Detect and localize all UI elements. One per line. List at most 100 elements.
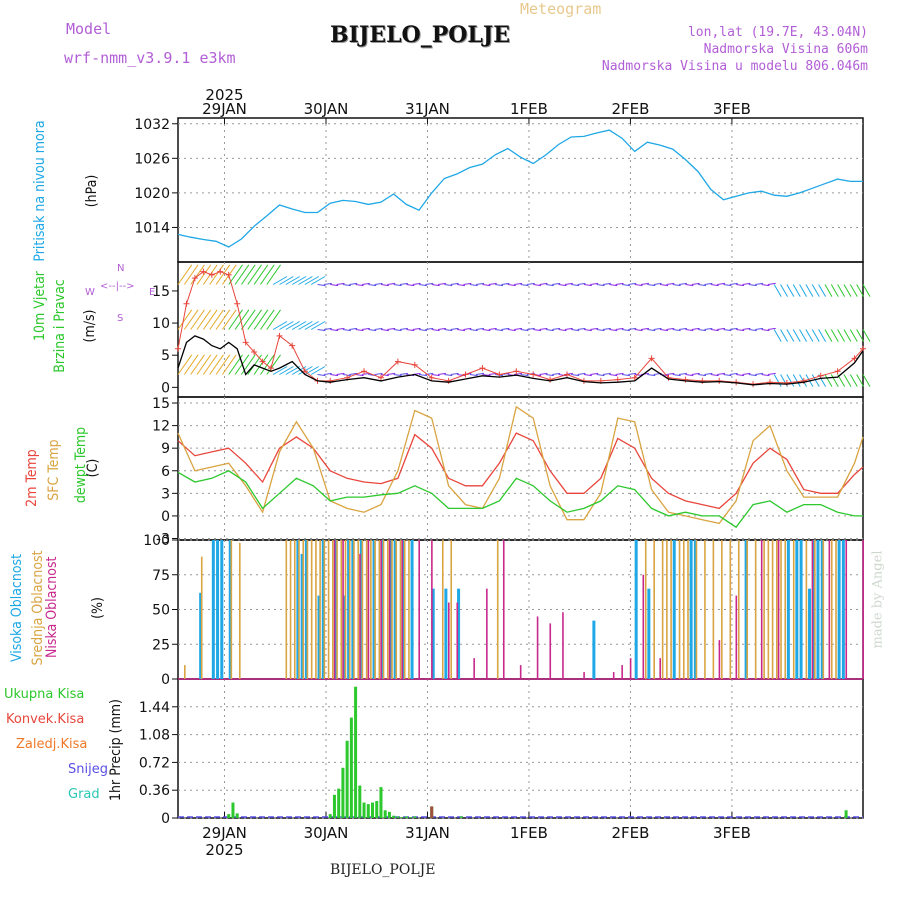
wind-arrow	[717, 327, 726, 330]
wind-arrow	[710, 374, 719, 377]
cloud-bar	[816, 540, 820, 679]
wind-arrow	[666, 372, 675, 375]
wind-arrow	[285, 366, 300, 375]
wind-arrow	[520, 329, 529, 332]
wind-arrow	[704, 372, 713, 375]
wind-arrow	[736, 284, 745, 287]
cloud-bar	[302, 540, 305, 679]
wind-arrow	[577, 327, 586, 330]
cloud-bar	[380, 540, 384, 679]
temperature-ytick-label: 15	[152, 396, 170, 412]
cloud-ytick-label: 50	[152, 603, 170, 619]
cloud-bar	[340, 540, 343, 679]
wind-arrow	[298, 321, 313, 330]
wind-arrow	[387, 282, 396, 285]
precip-bar	[345, 740, 349, 818]
wind-gust-marker	[411, 361, 418, 368]
cloud-bar	[348, 540, 351, 679]
cloud-bar	[296, 540, 300, 679]
wind-arrow	[755, 282, 764, 285]
legend-frozen-rain: Zaledj.Kisa	[16, 737, 88, 752]
wind-arrow	[653, 327, 662, 330]
wind-arrow	[190, 309, 205, 330]
precip-bar	[396, 816, 400, 818]
meteogram-label: Meteogram	[520, 0, 602, 18]
wind-gust-marker	[851, 355, 858, 362]
wind-gust-marker	[217, 268, 224, 275]
precip-bar	[400, 817, 404, 818]
precip-bar	[362, 802, 366, 818]
wind-arrow	[514, 282, 523, 285]
wind-arrow	[444, 374, 453, 377]
cloud-bar	[334, 540, 338, 679]
wind-arrow	[285, 321, 300, 330]
wind-arrow	[710, 329, 719, 332]
wind-arrow	[355, 374, 364, 377]
wind-arrow	[811, 374, 820, 387]
cloud-bar	[837, 540, 841, 679]
wind-ytick-label: 10	[152, 316, 170, 332]
wind-arrow	[215, 354, 231, 375]
cloud-bar	[361, 540, 364, 679]
wind-arrow	[755, 372, 764, 375]
cloud-bar	[401, 540, 404, 679]
wind-arrow	[272, 321, 288, 330]
cloud-bar	[754, 540, 757, 679]
cloud-bar	[216, 540, 220, 679]
cloud-bar	[767, 540, 770, 679]
wind-arrow	[830, 329, 839, 342]
cloud-bar	[211, 540, 215, 679]
cloud-bar	[431, 540, 433, 679]
wind-arrow	[488, 282, 497, 285]
bottom-day-label: 29JAN	[202, 824, 247, 842]
wind-gust-marker	[834, 368, 841, 375]
wind-arrow	[241, 354, 256, 375]
wind-arrow	[583, 374, 592, 377]
cloud-bar	[403, 540, 406, 679]
wind-arrow	[792, 374, 801, 387]
model-elevation-info: Nadmorska Visina u modelu 806.046m	[601, 59, 868, 74]
cloud-bar	[332, 540, 334, 679]
wind-arrow	[666, 282, 675, 285]
precip-bar	[349, 717, 353, 818]
precip-bar	[227, 814, 231, 818]
cloud-bar	[792, 540, 795, 679]
cloud-bar	[735, 595, 738, 679]
precip-bar	[235, 813, 239, 818]
wind-gust-marker	[251, 349, 258, 355]
wind-arrow	[310, 276, 326, 285]
wind-arrow	[704, 282, 713, 285]
wind-arrow	[380, 374, 389, 377]
wind-arrow	[444, 284, 453, 287]
wind-arrow	[476, 282, 485, 285]
cloud-bar	[293, 540, 296, 679]
cloud-bar	[473, 658, 475, 679]
precip-bar	[337, 788, 341, 818]
cloud-bar	[327, 540, 330, 679]
cloud-bar	[447, 602, 450, 679]
wind-arrow	[209, 264, 224, 285]
wind-arrow	[177, 354, 193, 375]
wind-arrow	[431, 329, 440, 332]
cloud-bar	[583, 672, 585, 679]
wind-gust-marker	[648, 355, 655, 362]
cloud-bar	[306, 540, 309, 679]
wind-arrow	[843, 329, 852, 342]
cloud-bar	[562, 612, 564, 679]
cloud-bar	[704, 540, 706, 679]
wind-arrow	[621, 374, 630, 377]
wind-arrow	[469, 329, 478, 332]
cloud-bar	[298, 540, 300, 679]
cloud-bar	[336, 540, 338, 679]
wind-arrow	[602, 327, 611, 330]
wind-arrow	[723, 284, 732, 287]
wind-arrow	[323, 372, 332, 375]
wind-gust-marker	[289, 342, 296, 349]
wind-arrow	[450, 282, 459, 285]
cloud-bar	[812, 540, 816, 679]
wind-arrow	[767, 327, 776, 330]
cloud-bar	[408, 540, 410, 679]
wind-arrow	[260, 264, 275, 285]
wind-gust-marker	[234, 300, 241, 307]
wind-arrow	[437, 327, 447, 330]
